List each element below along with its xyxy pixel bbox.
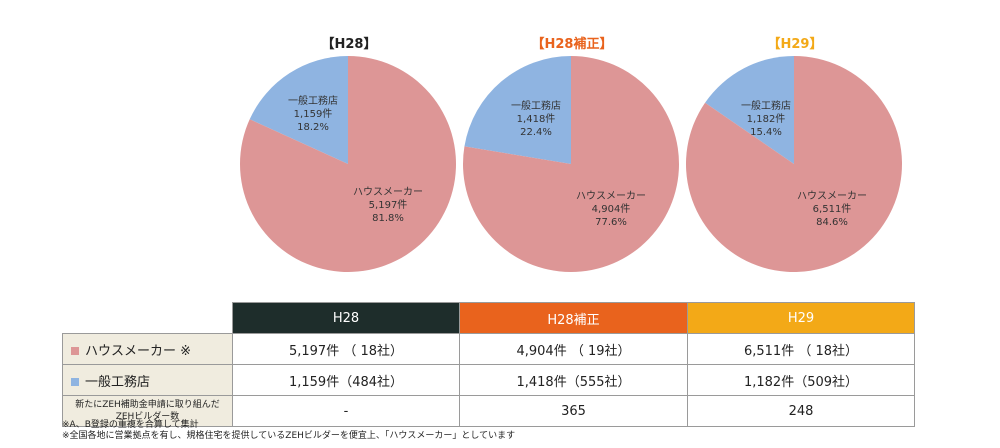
table-row: 新たにZEH補助金申請に取り組んだ ZEHビルダー数 - 365 248 [62,395,915,427]
pie-title-h29: 【H29】 [767,37,823,52]
pie-slice-house-maker [686,56,902,272]
pie-chart-h28h: 一般工務店 1,418件 22.4% ハウスメーカー 4,904件 77.6% [463,56,679,272]
pie-slice-general-contractor [705,56,794,164]
label-house-pct: 77.6% [595,217,627,228]
pie-chart-h29: 一般工務店 1,182件 15.4% ハウスメーカー 6,511件 84.6% [686,56,902,272]
label-house-pct: 81.8% [372,213,404,224]
table-cell: 248 [687,395,915,427]
table-cell: 4,904件 （ 19社） [459,333,688,365]
label-house-count: 5,197件 [369,199,408,211]
table-corner-cell [62,302,233,334]
label-general-count: 1,182件 [747,113,786,125]
row-label-house-maker: ハウスメーカー ※ [62,333,233,365]
table-row: 一般工務店 1,159件（484社） 1,418件（555社） 1,182件（5… [62,364,915,396]
label-house-count: 6,511件 [813,203,852,215]
footnote: ※A、B登録の重複を合算して集計 [62,420,199,430]
footnotes: ※A、B登録の重複を合算して集計 ※全国各地に営業拠点を有し、規格住宅を提供して… [62,420,515,442]
label-general-count: 1,159件 [294,108,333,120]
footnote: ※全国各地に営業拠点を有し、規格住宅を提供しているZEHビルダーを便宜上、「ハウ… [62,431,516,441]
table-cell: 6,511件 （ 18社） [687,333,915,365]
label-general-count: 1,418件 [517,113,556,125]
row-label-line2: ZEHビルダー数 [115,412,180,422]
row-label-text: ハウスメーカー ※ [85,343,192,359]
label-house-pct: 84.6% [816,217,848,228]
label-general-name: 一般工務店 [511,99,561,112]
table-cell: 365 [459,395,688,427]
general-contractor-legend-swatch [71,378,79,386]
pie-slice-general-contractor [249,56,348,164]
row-label-line1: 新たにZEH補助金申請に取り組んだ [75,400,220,410]
table-cell: 1,182件（509社） [687,364,915,396]
table-header-h28h: H28補正 [459,302,688,334]
table-header-h29: H29 [687,302,915,334]
label-general-pct: 22.4% [520,127,552,138]
label-house-name: ハウスメーカー [576,190,646,202]
table-cell: 1,418件（555社） [459,364,688,396]
house-maker-legend-swatch [71,347,79,355]
row-label-text: 一般工務店 [85,374,151,390]
pie-slice-general-contractor [464,56,571,164]
table-cell: - [232,395,460,427]
row-label-general-contractor: 一般工務店 [62,364,233,396]
table-cell: 1,159件（484社） [232,364,460,396]
label-general-name: 一般工務店 [741,99,791,112]
label-house-count: 4,904件 [592,203,631,215]
label-house-name: ハウスメーカー [353,186,423,198]
pie-title-h28: 【H28】 [321,37,377,52]
label-general-pct: 15.4% [750,127,782,138]
pie-chart-h28: 一般工務店 1,159件 18.2% ハウスメーカー 5,197件 81.8% [240,56,456,272]
table-cell: 5,197件 （ 18社） [232,333,460,365]
label-house-name: ハウスメーカー [797,190,867,202]
table-header-h28: H28 [232,302,460,334]
label-general-pct: 18.2% [297,122,329,133]
label-general-name: 一般工務店 [288,94,338,107]
table-header-row: H28 H28補正 H29 [62,302,915,334]
pie-slice-house-maker [240,56,456,272]
summary-table: H28 H28補正 H29 ハウスメーカー ※ 5,197件 （ 18社） 4,… [62,302,915,427]
table-row: ハウスメーカー ※ 5,197件 （ 18社） 4,904件 （ 19社） 6,… [62,333,915,365]
pie-slice-house-maker [463,56,679,272]
pie-title-h28h: 【H28補正】 [531,37,613,52]
